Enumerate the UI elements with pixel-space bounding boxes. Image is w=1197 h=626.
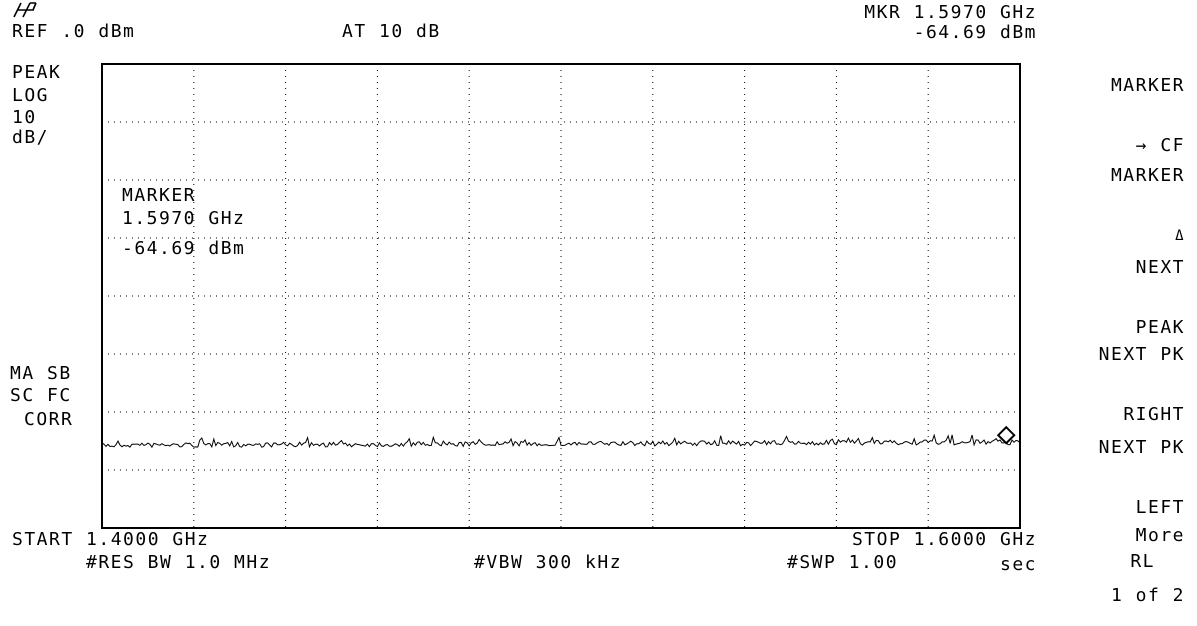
detector-mode: PEAK [12, 62, 62, 83]
marker-box-amplitude: -64.69 dBm [122, 238, 246, 259]
marker-box-frequency: 1.5970 GHz [122, 208, 246, 229]
scale-type: LOG [12, 85, 50, 106]
spectrum-trace [101, 433, 1021, 449]
softkey-next-peak-right[interactable]: NEXT PK RIGHT [1035, 305, 1185, 445]
attenuation: AT 10 dB [342, 21, 441, 42]
video-bandwidth: #VBW 300 kHz [474, 552, 623, 573]
softkey-next-peak-left[interactable]: NEXT PK LEFT [1035, 398, 1185, 538]
status-corr: CORR [24, 409, 74, 430]
marker-amplitude-readout: -64.69 dBm [913, 22, 1037, 43]
softkey-marker-delta[interactable]: MARKER Δ [1035, 126, 1185, 266]
softkey-label: → CF [1135, 135, 1185, 156]
scale-value: 10 [12, 107, 37, 128]
resolution-bandwidth: #RES BW 1.0 MHz [86, 552, 272, 573]
sweep-unit: sec [1000, 554, 1038, 575]
stop-frequency: STOP 1.6000 GHz [851, 529, 1037, 550]
status-sc-fc: SC FC [10, 385, 72, 406]
softkey-label: RIGHT [1123, 404, 1185, 425]
scale-unit: dB/ [12, 127, 50, 148]
sweep-time: #SWP 1.00 [787, 552, 899, 573]
softkey-label: More [1135, 525, 1185, 546]
softkey-label: NEXT [1135, 257, 1185, 278]
spectrum-display [101, 63, 1021, 529]
softkey-label: NEXT PK [1098, 344, 1185, 365]
softkey-label: MARKER [1110, 165, 1185, 186]
marker-box-title: MARKER [122, 185, 197, 206]
reference-level-key[interactable]: RL [1130, 551, 1155, 572]
softkey-label: 1 of 2 [1110, 585, 1185, 606]
marker-diamond-icon [996, 425, 1016, 445]
ref-level: REF .0 dBm [12, 21, 136, 42]
marker-frequency-readout: MKR 1.5970 GHz [864, 2, 1037, 23]
softkey-label: MARKER [1110, 75, 1185, 96]
hp-logo-icon [13, 2, 37, 18]
graticule-grid [102, 64, 1020, 528]
softkey-label: NEXT PK [1098, 437, 1185, 458]
softkey-label: LEFT [1135, 497, 1185, 518]
start-frequency: START 1.4000 GHz [12, 529, 210, 550]
softkey-marker-to-cf[interactable]: MARKER → CF [1035, 36, 1185, 176]
status-ma-sb: MA SB [10, 363, 72, 384]
softkey-next-peak[interactable]: NEXT PEAK [1035, 218, 1185, 358]
softkey-more[interactable]: More 1 of 2 [1035, 486, 1185, 626]
softkey-label: PEAK [1135, 317, 1185, 338]
softkey-label: Δ [1175, 228, 1185, 244]
